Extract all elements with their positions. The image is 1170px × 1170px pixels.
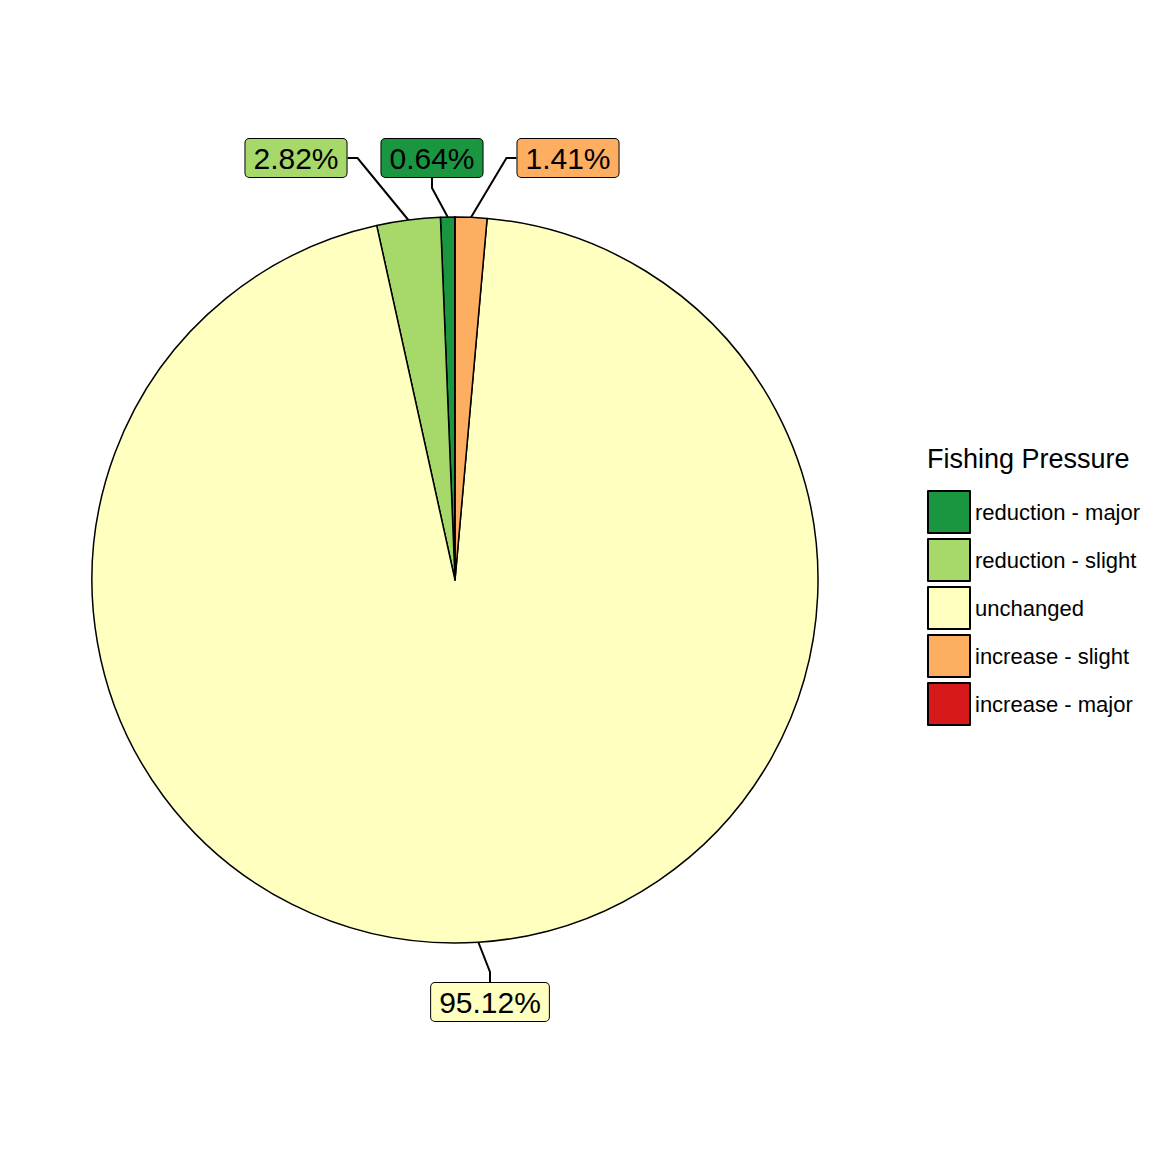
svg-text:Fishing Pressure: Fishing Pressure — [927, 444, 1130, 474]
svg-text:reduction - major: reduction - major — [975, 500, 1140, 525]
svg-text:increase - major: increase - major — [975, 692, 1133, 717]
svg-text:reduction - slight: reduction - slight — [975, 548, 1136, 573]
svg-text:95.12%: 95.12% — [439, 986, 541, 1019]
svg-text:2.82%: 2.82% — [253, 142, 338, 175]
svg-text:1.41%: 1.41% — [525, 142, 610, 175]
svg-text:increase - slight: increase - slight — [975, 644, 1129, 669]
svg-text:unchanged: unchanged — [975, 596, 1084, 621]
svg-text:0.64%: 0.64% — [389, 142, 474, 175]
